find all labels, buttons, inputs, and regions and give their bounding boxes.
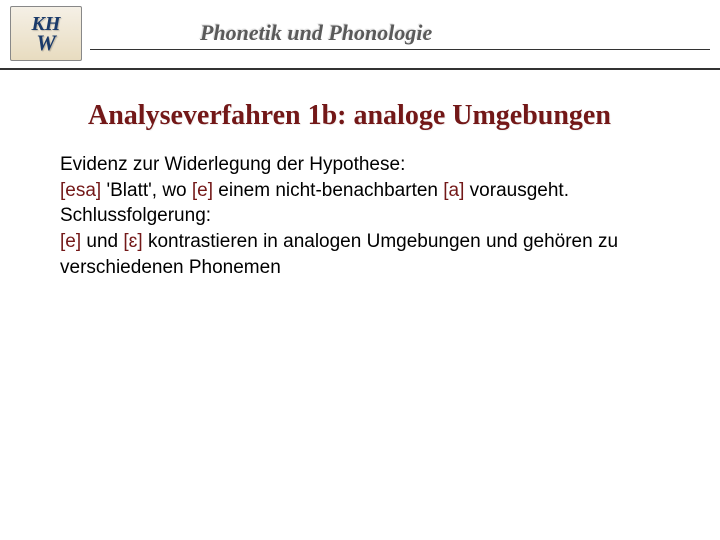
header-title: Phonetik und Phonologie: [200, 20, 432, 46]
ipa-e1: [e]: [192, 180, 213, 201]
example-line: [esa] 'Blatt', wo [e] einem nicht-benach…: [60, 178, 660, 204]
text-2a: 'Blatt', wo: [101, 180, 192, 201]
ipa-a: [a]: [443, 180, 464, 201]
header-rule: [90, 49, 710, 51]
text-4b: kontrastieren in analogen Umgebungen und…: [60, 231, 618, 278]
evidence-line: Evidenz zur Widerlegung der Hypothese:: [60, 152, 660, 178]
slide-title: Analyseverfahren 1b: analoge Umgebungen: [60, 100, 660, 132]
slide-content: Analyseverfahren 1b: analoge Umgebungen …: [0, 70, 720, 280]
text-4a: und: [81, 231, 123, 252]
text-2c: vorausgeht.: [464, 180, 569, 201]
body-text: Evidenz zur Widerlegung der Hypothese: […: [60, 152, 660, 280]
logo: KH W: [10, 6, 82, 61]
slide-header: KH W Phonetik und Phonologie: [0, 0, 720, 70]
text-2b: einem nicht-benachbarten: [213, 180, 443, 201]
ipa-eps: [ɛ]: [123, 231, 142, 252]
ipa-esa: [esa]: [60, 180, 101, 201]
logo-text-bottom: W: [36, 32, 56, 54]
ipa-e2: [e]: [60, 231, 81, 252]
conclusion-label: Schlussfolgerung:: [60, 203, 660, 229]
conclusion-line: [e] und [ɛ] kontrastieren in analogen Um…: [60, 229, 660, 280]
